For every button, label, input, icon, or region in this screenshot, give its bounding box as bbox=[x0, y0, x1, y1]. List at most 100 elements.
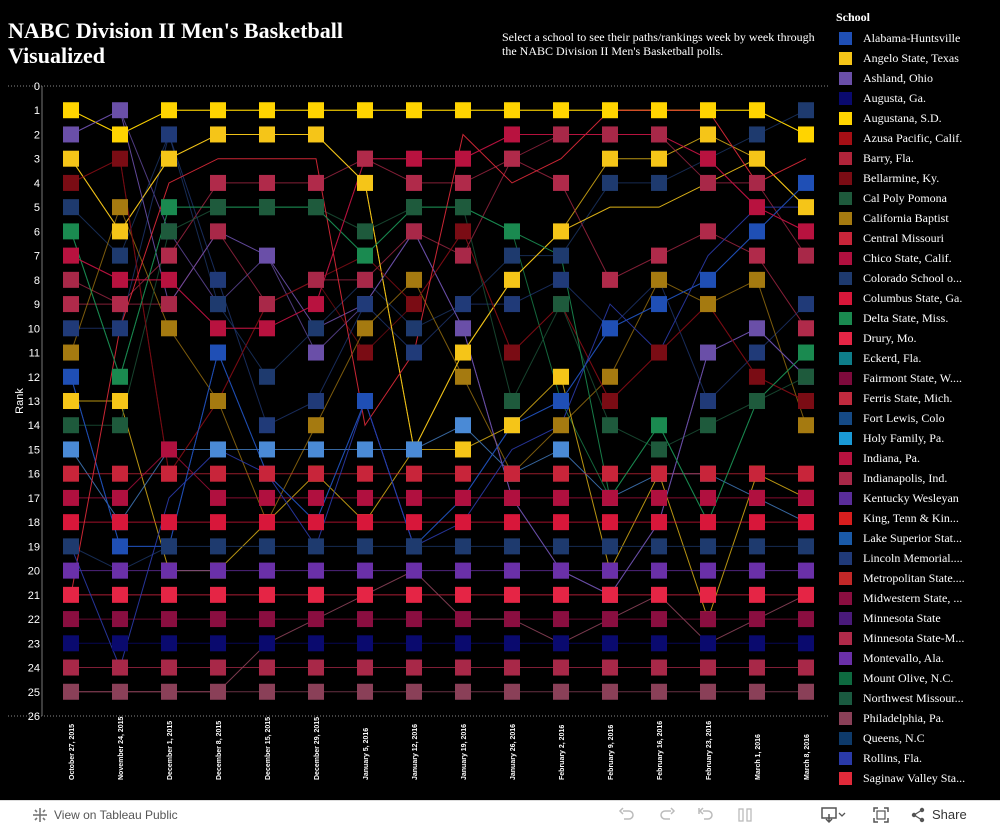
rank-marker[interactable] bbox=[308, 659, 324, 676]
rank-marker[interactable] bbox=[602, 489, 618, 506]
rank-marker[interactable] bbox=[259, 320, 275, 337]
legend-item[interactable]: Ferris State, Mich. bbox=[834, 388, 1000, 408]
rank-marker[interactable] bbox=[308, 344, 324, 361]
rank-marker[interactable] bbox=[749, 393, 765, 409]
rank-marker[interactable] bbox=[749, 514, 765, 531]
rank-marker[interactable] bbox=[455, 538, 471, 555]
rank-marker[interactable] bbox=[357, 538, 373, 555]
rank-marker[interactable] bbox=[602, 393, 618, 409]
rank-marker[interactable] bbox=[651, 150, 667, 167]
rank-marker[interactable] bbox=[798, 393, 814, 409]
rank-marker[interactable] bbox=[112, 102, 128, 119]
rank-marker[interactable] bbox=[308, 199, 324, 216]
rank-marker[interactable] bbox=[504, 247, 520, 264]
rank-marker[interactable] bbox=[651, 126, 667, 143]
rank-marker[interactable] bbox=[749, 489, 765, 506]
rank-marker[interactable] bbox=[700, 611, 716, 628]
rank-marker[interactable] bbox=[112, 223, 128, 240]
rank-marker[interactable] bbox=[259, 199, 275, 216]
rank-marker[interactable] bbox=[357, 271, 373, 288]
rank-marker[interactable] bbox=[602, 174, 618, 191]
rank-marker[interactable] bbox=[504, 514, 520, 531]
rank-marker[interactable] bbox=[63, 126, 79, 143]
rank-marker[interactable] bbox=[798, 223, 814, 240]
rank-marker[interactable] bbox=[63, 199, 79, 216]
rank-marker[interactable] bbox=[455, 174, 471, 191]
rank-marker[interactable] bbox=[63, 102, 79, 119]
rank-marker[interactable] bbox=[406, 102, 422, 119]
rank-marker[interactable] bbox=[749, 538, 765, 555]
legend-item[interactable]: Columbus State, Ga. bbox=[834, 288, 1000, 308]
rank-marker[interactable] bbox=[798, 659, 814, 676]
rank-marker[interactable] bbox=[308, 417, 324, 434]
rank-marker[interactable] bbox=[504, 538, 520, 555]
rank-marker[interactable] bbox=[798, 514, 814, 531]
rank-marker[interactable] bbox=[504, 271, 520, 288]
rank-marker[interactable] bbox=[553, 393, 569, 409]
rank-marker[interactable] bbox=[651, 174, 667, 191]
rank-marker[interactable] bbox=[602, 417, 618, 434]
rank-marker[interactable] bbox=[308, 586, 324, 603]
legend-item[interactable]: Fairmont State, W.... bbox=[834, 368, 1000, 388]
legend-item[interactable]: Philadelphia, Pa. bbox=[834, 708, 1000, 728]
rank-marker[interactable] bbox=[357, 514, 373, 531]
series-line[interactable] bbox=[70, 182, 807, 548]
rank-marker[interactable] bbox=[553, 417, 569, 434]
rank-marker[interactable] bbox=[357, 393, 373, 409]
rank-marker[interactable] bbox=[210, 562, 226, 579]
legend-item[interactable]: Lincoln Memorial.... bbox=[834, 548, 1000, 568]
rank-marker[interactable] bbox=[798, 465, 814, 482]
rank-marker[interactable] bbox=[259, 465, 275, 482]
rank-marker[interactable] bbox=[749, 102, 765, 119]
series-line[interactable] bbox=[70, 109, 807, 596]
series-line[interactable] bbox=[70, 206, 806, 670]
rank-marker[interactable] bbox=[112, 417, 128, 434]
rank-marker[interactable] bbox=[161, 102, 177, 119]
rank-marker[interactable] bbox=[602, 659, 618, 676]
rank-marker[interactable] bbox=[63, 344, 79, 361]
rank-marker[interactable] bbox=[553, 126, 569, 143]
rank-marker[interactable] bbox=[259, 635, 275, 652]
rank-marker[interactable] bbox=[259, 174, 275, 191]
rank-marker[interactable] bbox=[63, 562, 79, 579]
rank-marker[interactable] bbox=[308, 683, 324, 700]
rank-marker[interactable] bbox=[749, 611, 765, 628]
rank-marker[interactable] bbox=[553, 247, 569, 264]
rank-marker[interactable] bbox=[798, 102, 814, 119]
series-line[interactable] bbox=[70, 157, 807, 476]
rank-marker[interactable] bbox=[161, 635, 177, 652]
rank-marker[interactable] bbox=[602, 126, 618, 143]
series-line[interactable] bbox=[70, 133, 807, 452]
rank-marker[interactable] bbox=[210, 102, 226, 119]
rank-marker[interactable] bbox=[602, 320, 618, 337]
rank-marker[interactable] bbox=[602, 683, 618, 700]
rank-marker[interactable] bbox=[651, 611, 667, 628]
rank-marker[interactable] bbox=[357, 247, 373, 264]
rank-marker[interactable] bbox=[161, 296, 177, 313]
series-line[interactable] bbox=[70, 109, 807, 136]
rank-marker[interactable] bbox=[406, 683, 422, 700]
legend-item[interactable]: Rollins, Fla. bbox=[834, 748, 1000, 768]
rank-marker[interactable] bbox=[455, 465, 471, 482]
rank-marker[interactable] bbox=[63, 538, 79, 555]
rank-marker[interactable] bbox=[308, 635, 324, 652]
rank-marker[interactable] bbox=[259, 586, 275, 603]
rank-marker[interactable] bbox=[749, 465, 765, 482]
rank-marker[interactable] bbox=[553, 611, 569, 628]
rank-marker[interactable] bbox=[210, 223, 226, 240]
rank-marker[interactable] bbox=[161, 441, 177, 458]
rank-marker[interactable] bbox=[504, 465, 520, 482]
rank-marker[interactable] bbox=[651, 514, 667, 531]
legend-item[interactable]: Augusta, Ga. bbox=[834, 88, 1000, 108]
rank-marker[interactable] bbox=[700, 344, 716, 361]
rank-line-chart[interactable]: 0123456789101112131415161718192021222324… bbox=[0, 0, 830, 800]
rank-marker[interactable] bbox=[602, 538, 618, 555]
rank-marker[interactable] bbox=[553, 296, 569, 313]
rank-marker[interactable] bbox=[553, 659, 569, 676]
rank-marker[interactable] bbox=[308, 320, 324, 337]
rank-marker[interactable] bbox=[749, 271, 765, 288]
rank-marker[interactable] bbox=[700, 562, 716, 579]
rank-marker[interactable] bbox=[63, 271, 79, 288]
rank-marker[interactable] bbox=[553, 514, 569, 531]
rank-marker[interactable] bbox=[357, 465, 373, 482]
